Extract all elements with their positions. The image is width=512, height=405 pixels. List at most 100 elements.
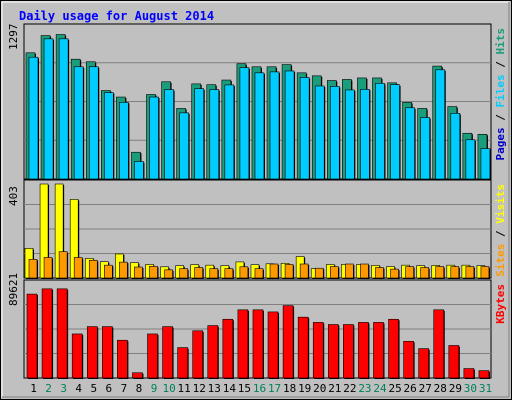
x-tick-label: 20 [313, 382, 326, 395]
bar-sites-day-15 [239, 266, 249, 279]
bar-sites-day-21 [329, 266, 339, 279]
bar-kbytes-day-19 [297, 316, 309, 379]
bar-files-day-17 [269, 71, 280, 180]
bar-files-day-12 [194, 88, 205, 180]
bar-files-day-13 [209, 89, 220, 180]
bar-kbytes-day-10 [162, 326, 173, 379]
x-axis-labels: 1 2 3 4 5 6 7 8 9 10 11 12 13 14 15 16 17 18 19 20 21 22 23 24 2… [30, 382, 492, 395]
bar-sites-day-9 [149, 266, 158, 279]
bar-sites-day-25 [390, 268, 399, 279]
bar-sites-day-8 [134, 266, 143, 279]
bar-kbytes-day-5 [86, 326, 98, 379]
bar-sites-day-17 [269, 263, 279, 279]
x-tick-label: 2 [45, 382, 52, 395]
bar-files-day-15 [239, 67, 250, 180]
bar-files-day-21 [329, 86, 340, 180]
legend-hits: Pages / Files / Hits [494, 28, 507, 161]
bar-sites-day-23 [360, 263, 369, 279]
bar-sites-day-1 [28, 259, 38, 279]
bar-sites-day-6 [104, 264, 113, 279]
legend-item-sites: Sites [494, 244, 507, 277]
bar-kbytes-day-16 [252, 309, 264, 379]
panel-hits: 1297 Pages / Files / Hits [7, 23, 507, 181]
legend-separator: / [494, 224, 507, 244]
bar-sites-day-27 [420, 267, 429, 279]
x-tick-label: 29 [449, 382, 462, 395]
bar-kbytes-day-3 [56, 288, 68, 379]
bar-kbytes-day-12 [192, 330, 204, 379]
bar-kbytes-day-14 [222, 318, 234, 379]
bar-kbytes-day-20 [312, 322, 324, 379]
bar-kbytes-day-1 [26, 293, 38, 379]
bar-files-day-28 [435, 69, 446, 180]
legend-kbytes: KBytes [494, 284, 507, 324]
bar-files-day-1 [28, 56, 39, 180]
bar-files-day-11 [179, 112, 189, 180]
bar-kbytes-day-31 [478, 370, 490, 379]
bar-kbytes-day-11 [177, 347, 188, 379]
bar-kbytes-day-7 [117, 339, 128, 379]
panel-visits: 403 Sites / Visits [7, 179, 507, 279]
bar-kbytes-day-18 [282, 305, 294, 379]
bar-kbytes-day-24 [373, 322, 384, 379]
bar-files-day-22 [345, 89, 355, 180]
legend-visits: Sites / Visits [494, 184, 507, 277]
x-tick-label: 9 [151, 382, 158, 395]
bar-kbytes-day-23 [358, 322, 369, 379]
bar-files-day-27 [420, 117, 430, 180]
bar-files-day-29 [450, 113, 461, 180]
bar-kbytes-day-27 [418, 348, 429, 379]
bar-sites-day-3 [58, 251, 68, 279]
bar-files-day-3 [58, 38, 69, 180]
y-max-label-hits: 1297 [7, 24, 20, 51]
x-tick-label: 15 [238, 382, 251, 395]
x-tick-label: 24 [373, 382, 387, 395]
x-tick-label: 5 [90, 382, 97, 395]
x-tick-label: 18 [283, 382, 296, 395]
y-max-label-kbytes: 89621 [7, 273, 20, 306]
bar-kbytes-day-26 [403, 340, 414, 379]
bar-sites-day-19 [299, 263, 309, 279]
bar-sites-day-18 [284, 264, 294, 279]
panel-kbytes: 89621 KBytes [7, 273, 507, 379]
x-tick-label: 16 [253, 382, 266, 395]
bar-sites-day-12 [194, 267, 204, 279]
bar-sites-day-30 [465, 266, 475, 279]
bar-sites-day-7 [119, 261, 128, 279]
bar-kbytes-day-6 [102, 326, 113, 379]
bar-kbytes-day-25 [388, 318, 399, 379]
bar-files-day-4 [73, 66, 84, 180]
bar-kbytes-day-2 [41, 288, 53, 379]
x-tick-label: 25 [388, 382, 401, 395]
x-tick-label: 23 [358, 382, 371, 395]
bar-files-day-7 [119, 102, 129, 180]
bar-kbytes-day-8 [132, 372, 143, 379]
bar-kbytes-day-4 [71, 333, 83, 379]
x-tick-label: 19 [298, 382, 311, 395]
bar-sites-day-28 [435, 266, 445, 279]
y-max-label-visits: 403 [7, 186, 20, 206]
x-tick-label: 1 [30, 382, 37, 395]
bar-files-day-16 [254, 72, 265, 180]
legend-item-files: Files [494, 74, 507, 107]
bar-files-day-8 [134, 161, 144, 180]
bar-sites-day-29 [450, 266, 460, 279]
x-tick-label: 4 [75, 382, 82, 395]
legend-item-kbytes: KBytes [494, 284, 507, 324]
x-tick-label: 26 [404, 382, 417, 395]
bar-sites-day-14 [224, 268, 234, 279]
x-tick-label: 13 [208, 382, 221, 395]
x-tick-label: 11 [178, 382, 191, 395]
bar-sites-day-5 [88, 259, 98, 279]
x-tick-label: 30 [464, 382, 477, 395]
bar-files-day-20 [314, 85, 325, 180]
x-tick-label: 22 [343, 382, 356, 395]
chart-panels: 1297 Pages / Files / Hits 403 Sites / Visit… [7, 23, 507, 379]
legend-item-pages: Pages [494, 127, 507, 160]
bar-sites-day-22 [345, 263, 354, 279]
x-tick-label: 8 [136, 382, 143, 395]
legend-item-hits: Hits [494, 28, 507, 55]
bar-kbytes-day-13 [207, 325, 219, 379]
bar-sites-day-31 [480, 266, 490, 279]
x-tick-label: 12 [193, 382, 206, 395]
